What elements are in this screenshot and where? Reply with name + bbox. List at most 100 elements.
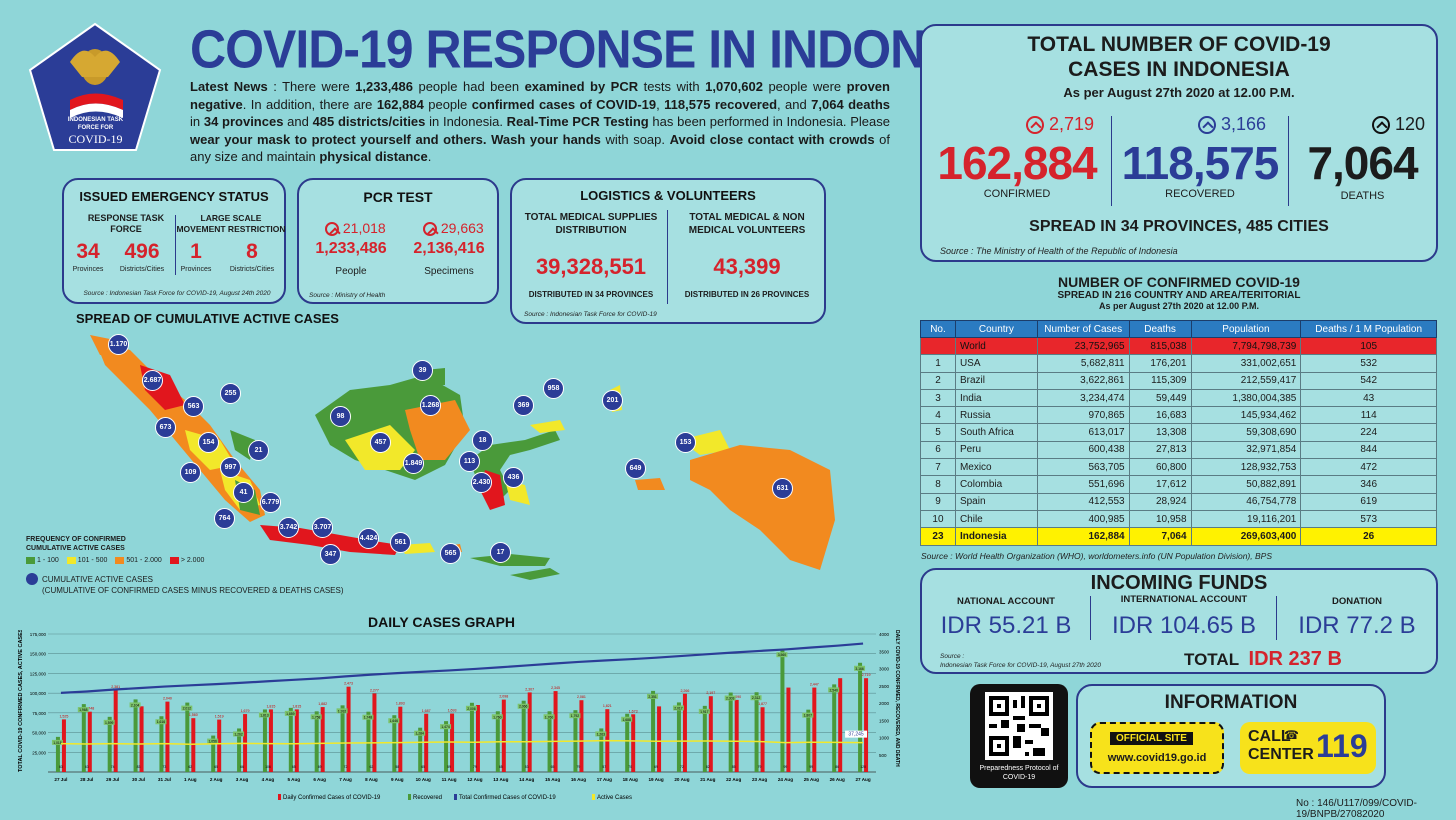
table-cell: 59,308,690 (1190, 423, 1302, 442)
confirmed-bar (527, 692, 532, 772)
confirmed-data-label: 2,098 (499, 695, 508, 699)
y2-tick-label: 4000 (879, 632, 890, 637)
increase-arrow-icon (325, 222, 339, 237)
table-cell: 1,380,004,385 (1190, 388, 1302, 408)
table-row: 10 Chile 400,985 10,958 19,116,201 573 (920, 509, 1437, 529)
cumulative-active-dot: 1.268 (420, 395, 441, 416)
recovered-data-label: 2,351 (648, 695, 657, 699)
confirmed-bar (475, 705, 480, 772)
recovered-data-label: 3,166 (855, 667, 864, 671)
recovered-data-label: 2,066 (519, 705, 528, 709)
recovered-bar (340, 705, 345, 772)
deaths-value: 7,064 (1307, 137, 1418, 189)
cumulative-active-dot: 1.170 (108, 334, 129, 355)
qr-card[interactable]: Preparedness Protocol of COVID-19 (970, 684, 1068, 788)
x-tick-label: 2 Aug (210, 777, 223, 782)
site-url[interactable]: www.covid19.go.id (1107, 752, 1207, 764)
table-cell: 542 (1300, 371, 1437, 390)
news-text: . (427, 149, 432, 164)
death-data-label: 73 (163, 765, 167, 769)
recovered-label-box (595, 731, 607, 737)
news-text: 7,064 deaths (811, 96, 890, 112)
table-cell: India (954, 388, 1038, 408)
confirmed-bar (838, 678, 843, 772)
news-text: of any size and maintain (190, 131, 890, 165)
recovered-bar (314, 711, 319, 772)
table-header-cell: Population (1190, 320, 1302, 338)
y2-tick-label: 3000 (879, 667, 890, 672)
y2-tick-label: 2500 (879, 684, 890, 689)
table-cell: 400,985 (1036, 509, 1130, 529)
y-axis-title: TOTAL COVID-19 CONFIRMED CASES, ACTIVE C… (18, 630, 24, 772)
table-cell: 115,309 (1128, 371, 1192, 390)
table-cell: 970,865 (1036, 406, 1130, 425)
recovered-data-label: 1,056 (208, 740, 217, 744)
table-header-cell: Number of Cases (1036, 320, 1130, 338)
table-cell: 13,308 (1128, 423, 1192, 442)
confirmed-bar (139, 706, 144, 772)
table-cell: 6 (920, 440, 956, 460)
y-tick-label: 50,000 (32, 731, 46, 736)
confirmed-bar (553, 691, 558, 772)
cumulative-active-dot: 2.430 (471, 472, 492, 493)
page-title: COVID-19 RESPONSE IN INDONESIA (190, 18, 1039, 80)
divider (1090, 596, 1091, 640)
table-row: 7 Mexico 563,705 60,800 128,932,753 472 (920, 458, 1437, 477)
recovered-bar (858, 662, 863, 772)
confirmed-bar (682, 693, 687, 772)
x-tick-label: 30 Jul (132, 777, 145, 782)
recovered-label-box (465, 705, 477, 711)
confirmed-data-label: 1,893 (396, 702, 405, 706)
confirmed-data-label: 1,679 (241, 709, 250, 713)
confirmed-data-label: 2,447 (810, 683, 819, 687)
table-row: 23 Indonesia 162,884 7,064 269,603,400 26 (920, 527, 1437, 546)
recovered-bar (55, 736, 60, 772)
chart-legend-swatch (454, 794, 457, 800)
funds-source-line1: Source : (940, 653, 965, 660)
table-cell: 28,924 (1128, 492, 1192, 511)
call-line2: CENTER (1248, 746, 1314, 763)
confirmed-bar (398, 706, 403, 772)
call-center-button[interactable]: CALL CENTER ☎ 119 (1240, 722, 1376, 774)
table-cell: 16,683 (1128, 406, 1192, 425)
death-data-label: 120 (860, 765, 866, 769)
news-text: . In addition, there are (242, 96, 377, 112)
x-tick-label: 10 Aug (416, 777, 431, 782)
cumulative-active-dot: 18 (472, 430, 493, 451)
confirmed-bar (294, 709, 299, 772)
table-cell: 412,553 (1036, 492, 1130, 511)
cumulative-active-dot: 113 (459, 451, 480, 472)
table-row: 3 India 3,234,474 59,449 1,380,004,385 43 (920, 388, 1437, 408)
latest-news: Latest News : There were 1,233,486 peopl… (190, 78, 890, 166)
recovered-bar (651, 690, 656, 772)
death-data-label: 63 (85, 765, 89, 769)
confirmed-data-label: 2,719 (862, 673, 871, 677)
official-site-link[interactable]: OFFICIAL SITE www.covid19.go.id (1090, 722, 1224, 774)
qr-code-icon[interactable] (985, 692, 1053, 760)
cumulative-active-dot: 153 (675, 432, 696, 453)
confirmed-bar (708, 696, 713, 772)
recovered-label-box (129, 702, 141, 708)
table-cell: 17,612 (1128, 475, 1192, 494)
recovered-bar (676, 702, 681, 772)
chart-legend-swatch (592, 794, 595, 800)
increase-arrow-icon (423, 222, 437, 237)
table-cell: World (954, 336, 1038, 356)
call-number[interactable]: 119 (1316, 728, 1368, 764)
x-tick-label: 14 Aug (519, 777, 534, 782)
recovered-label-box (828, 687, 840, 693)
total-value: IDR 237 B (1248, 648, 1342, 670)
total-label: TOTAL (1184, 650, 1240, 669)
recovered-data-label: 1,932 (338, 709, 347, 713)
table-cell: 563,705 (1036, 458, 1130, 477)
recovered-label-box (414, 730, 426, 736)
y2-axis-title: DAILY COVID-19 CONFIRMED, RECOVERED, AND… (894, 630, 900, 767)
total-title: TOTAL NUMBER OF COVID-19 CASES IN INDONE… (922, 32, 1436, 82)
intl-value: IDR 104.65 B (1111, 612, 1257, 639)
districts-psbb-label: Districts/Cities (229, 266, 275, 273)
table-cell: 1 (920, 354, 956, 373)
deaths-increase: 120 (1372, 114, 1425, 135)
recovered-label-box (207, 738, 219, 744)
recovered-label-box (310, 714, 322, 720)
recovered-data-label: 1,968 (79, 708, 88, 712)
